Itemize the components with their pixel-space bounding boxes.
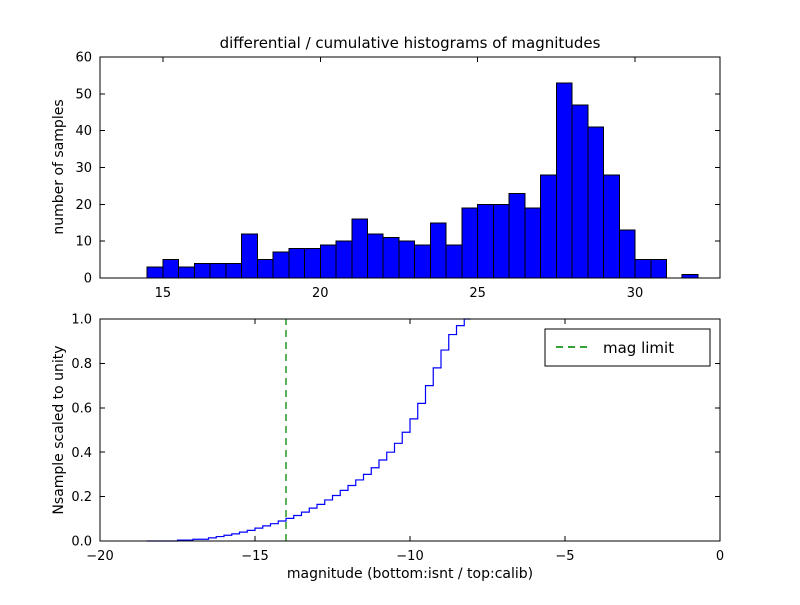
histogram-bar — [477, 203, 494, 279]
x-tick-label: −15 — [241, 549, 268, 564]
histogram-bar — [445, 244, 463, 279]
x-tick-label: 25 — [469, 286, 486, 301]
x-tick-label: −10 — [396, 549, 423, 564]
y-tick-label: 20 — [75, 198, 92, 213]
y-tick-label: 0 — [84, 272, 92, 287]
histogram-bar — [555, 82, 573, 279]
histogram-bar — [241, 233, 258, 279]
histogram-bar — [382, 236, 400, 279]
histogram-bars — [146, 82, 699, 279]
histogram-bar — [272, 251, 290, 279]
histogram-bar — [540, 174, 557, 279]
chart-title: differential / cumulative histograms of … — [220, 34, 601, 52]
legend: mag limit — [544, 328, 711, 367]
histogram-bar — [492, 203, 510, 279]
histogram-bar — [146, 266, 164, 279]
histogram-bar — [178, 266, 195, 279]
histogram-bar — [650, 259, 667, 279]
histogram-bar — [461, 207, 479, 279]
y-tick-label: 0.0 — [71, 535, 92, 550]
cumulative-step-path — [146, 318, 471, 542]
axes-bottom-ticks: −20 −15 −10 −5 0 0.0 0.2 0.4 0.6 0.8 1.0 — [71, 313, 724, 564]
x-axis-label: magnitude (bottom:isnt / top:calib) — [287, 566, 533, 582]
axes-top-histogram: 15 20 25 30 0 10 20 30 40 50 60 — [75, 51, 721, 301]
histogram-bar — [508, 192, 526, 279]
y-tick-label: 0.6 — [71, 401, 92, 416]
x-tick-label: −20 — [86, 549, 113, 564]
legend-label: mag limit — [603, 339, 674, 357]
histogram-bar — [603, 174, 620, 279]
histogram-bar — [304, 248, 321, 279]
axes-top-ticks: 15 20 25 30 0 10 20 30 40 50 60 — [75, 51, 720, 301]
histogram-bar — [571, 104, 589, 279]
histogram-bar — [193, 262, 211, 279]
x-tick-label: 20 — [312, 286, 329, 301]
histogram-bar — [288, 248, 306, 279]
histogram-bar — [681, 273, 699, 279]
histogram-bar — [256, 259, 274, 279]
axes-bottom-cumulative: −20 −15 −10 −5 0 0.0 0.2 0.4 0.6 0.8 1.0 — [71, 313, 724, 564]
y-tick-label: 30 — [75, 161, 92, 176]
x-tick-label: 0 — [716, 549, 724, 564]
histogram-bar — [398, 240, 416, 279]
cumulative-step-line — [146, 318, 471, 542]
y-tick-label: 40 — [75, 124, 92, 139]
histogram-bar — [587, 126, 605, 279]
histogram-bar — [367, 233, 384, 279]
histogram-bar — [335, 240, 353, 279]
y-tick-label: 0.8 — [71, 357, 92, 372]
y-tick-label: 0.2 — [71, 490, 92, 505]
y-tick-label: 10 — [75, 235, 92, 250]
histogram-bar — [524, 207, 542, 279]
histogram-bar — [618, 229, 636, 279]
histogram-bar — [414, 244, 431, 279]
histogram-bar — [209, 262, 227, 279]
x-tick-label: 15 — [155, 286, 172, 301]
x-tick-label: 30 — [627, 286, 644, 301]
bottom-y-axis-label: Nsample scaled to unity — [51, 345, 67, 514]
y-tick-label: 0.4 — [71, 446, 92, 461]
y-tick-label: 60 — [75, 51, 92, 66]
x-tick-label: −5 — [555, 549, 574, 564]
histogram-bar — [319, 244, 337, 279]
histogram-bar — [634, 259, 652, 279]
top-y-axis-label: number of samples — [51, 99, 67, 234]
histogram-bar — [351, 218, 369, 279]
histogram-bar — [162, 259, 180, 279]
histogram-bar — [429, 222, 447, 279]
y-tick-label: 50 — [75, 87, 92, 102]
y-tick-label: 1.0 — [71, 313, 92, 328]
histogram-bar — [225, 262, 243, 279]
